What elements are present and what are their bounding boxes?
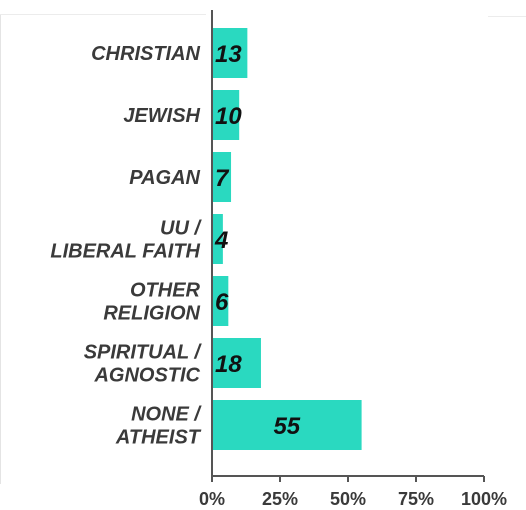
- left-edge-line: [0, 14, 1, 484]
- bar-1: [212, 90, 240, 140]
- value-label-0: 13: [215, 41, 242, 68]
- bar-6: [212, 400, 362, 450]
- bar-0: [212, 28, 248, 78]
- bar-4: [212, 276, 229, 326]
- value-label-2: 7: [215, 165, 230, 192]
- x-tick-label-3: 75%: [398, 489, 434, 509]
- value-label-4: 6: [215, 289, 229, 316]
- x-axis-tick-labels: 0% 25% 50% 75% 100%: [199, 489, 507, 509]
- bar-2: [212, 152, 232, 202]
- value-label-1: 10: [215, 103, 242, 130]
- x-axis-ticks: [211, 476, 485, 482]
- value-labels: 13 10 7 4 6 18 55: [214, 41, 301, 440]
- x-tick-label-2: 50%: [330, 489, 366, 509]
- x-tick-label-0: 0%: [199, 489, 225, 509]
- category-labels: CHRISTIAN JEWISH PAGAN UU / LIBERAL FAITH OTH…: [50, 43, 202, 449]
- bar-3: [212, 214, 223, 264]
- value-label-6: 55: [273, 413, 300, 440]
- value-label-3: 4: [214, 227, 228, 254]
- x-tick-label-4: 100%: [461, 489, 507, 509]
- category-label-4: OTHER RELIGION: [103, 280, 200, 325]
- category-label-5: SPIRITUAL / AGNOSTIC: [84, 342, 203, 387]
- category-label-1: JEWISH: [123, 105, 200, 127]
- category-label-3: UU / LIBERAL FAITH: [50, 218, 202, 263]
- bars-group: [212, 28, 362, 450]
- bar-5: [212, 338, 261, 388]
- top-edge-line: [0, 14, 206, 15]
- top-right-edge-line: [488, 16, 526, 17]
- x-tick-label-1: 25%: [262, 489, 298, 509]
- category-label-6: NONE / ATHEIST: [115, 404, 203, 449]
- category-label-2: PAGAN: [129, 167, 200, 189]
- value-label-5: 18: [215, 351, 242, 378]
- category-label-0: CHRISTIAN: [91, 43, 200, 65]
